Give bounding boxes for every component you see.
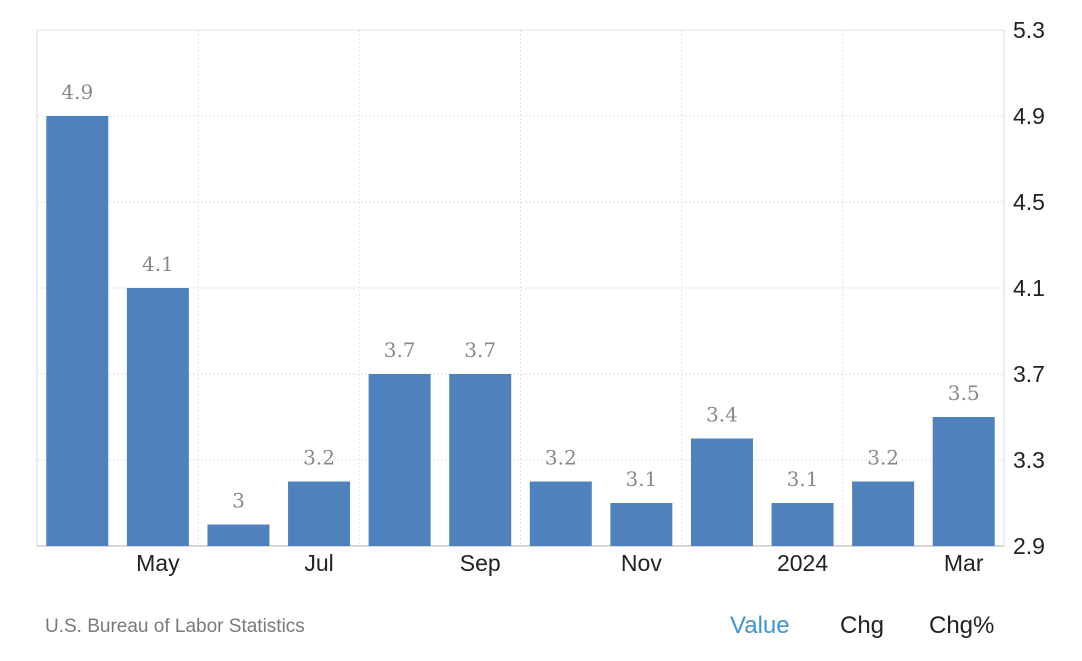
- data-label: 3.7: [384, 338, 416, 362]
- bar: [529, 481, 592, 546]
- bar: [126, 288, 189, 546]
- bar: [932, 417, 995, 546]
- bar-chart: 4.9 4.1 3 3.2 3.7 3.7 3.2 3.1 3.4 3.1 3.2 3.5 May Ju…: [36, 17, 1045, 576]
- tab-chg[interactable]: Chg: [840, 612, 885, 639]
- y-tick-label: 3.3: [1013, 447, 1045, 473]
- tab-chg-percent[interactable]: Chg%: [929, 612, 995, 639]
- bars-group: [46, 116, 995, 546]
- y-tick-label: 4.9: [1013, 103, 1045, 129]
- bar: [46, 116, 109, 546]
- data-labels-group: 4.9 4.1 3 3.2 3.7 3.7 3.2 3.1 3.4 3.1 3.2 3.5: [61, 80, 979, 513]
- data-label: 3.4: [706, 403, 738, 427]
- data-label: 4.1: [142, 252, 174, 276]
- tab-value[interactable]: Value: [730, 612, 790, 639]
- x-axis-ticks: May Jul Sep Nov 2024 Mar: [136, 550, 984, 576]
- x-tick-label: Jul: [304, 550, 333, 576]
- bar: [207, 524, 270, 546]
- y-tick-label: 2.9: [1013, 533, 1045, 559]
- x-tick-label: 2024: [777, 550, 828, 576]
- bar: [368, 374, 431, 546]
- data-label: 3.7: [464, 338, 496, 362]
- bar: [449, 374, 512, 546]
- bar: [610, 503, 673, 546]
- y-tick-label: 4.1: [1013, 275, 1045, 301]
- y-axis-ticks: 2.9 3.3 3.7 4.1 4.5 4.9 5.3: [1013, 17, 1045, 559]
- bar: [852, 481, 915, 546]
- data-label: 4.9: [61, 80, 93, 104]
- bar: [690, 438, 753, 546]
- data-label: 3.2: [545, 446, 577, 470]
- data-label: 3.2: [867, 446, 899, 470]
- data-label: 3: [232, 489, 245, 513]
- bar: [288, 481, 351, 546]
- x-tick-label: May: [136, 550, 180, 576]
- source-label: U.S. Bureau of Labor Statistics: [45, 616, 305, 637]
- bar: [771, 503, 834, 546]
- data-label: 3.5: [948, 381, 980, 405]
- y-tick-label: 3.7: [1013, 361, 1045, 387]
- chart-footer: U.S. Bureau of Labor Statistics Value Ch…: [0, 600, 1082, 656]
- y-tick-label: 4.5: [1013, 189, 1045, 215]
- data-label: 3.2: [303, 446, 335, 470]
- data-label: 3.1: [787, 467, 819, 491]
- data-label: 3.1: [625, 467, 657, 491]
- x-tick-label: Mar: [944, 550, 984, 576]
- x-tick-label: Sep: [460, 550, 501, 576]
- grid-lines: [36, 29, 1005, 547]
- x-tick-label: Nov: [621, 550, 662, 576]
- y-tick-label: 5.3: [1013, 17, 1045, 43]
